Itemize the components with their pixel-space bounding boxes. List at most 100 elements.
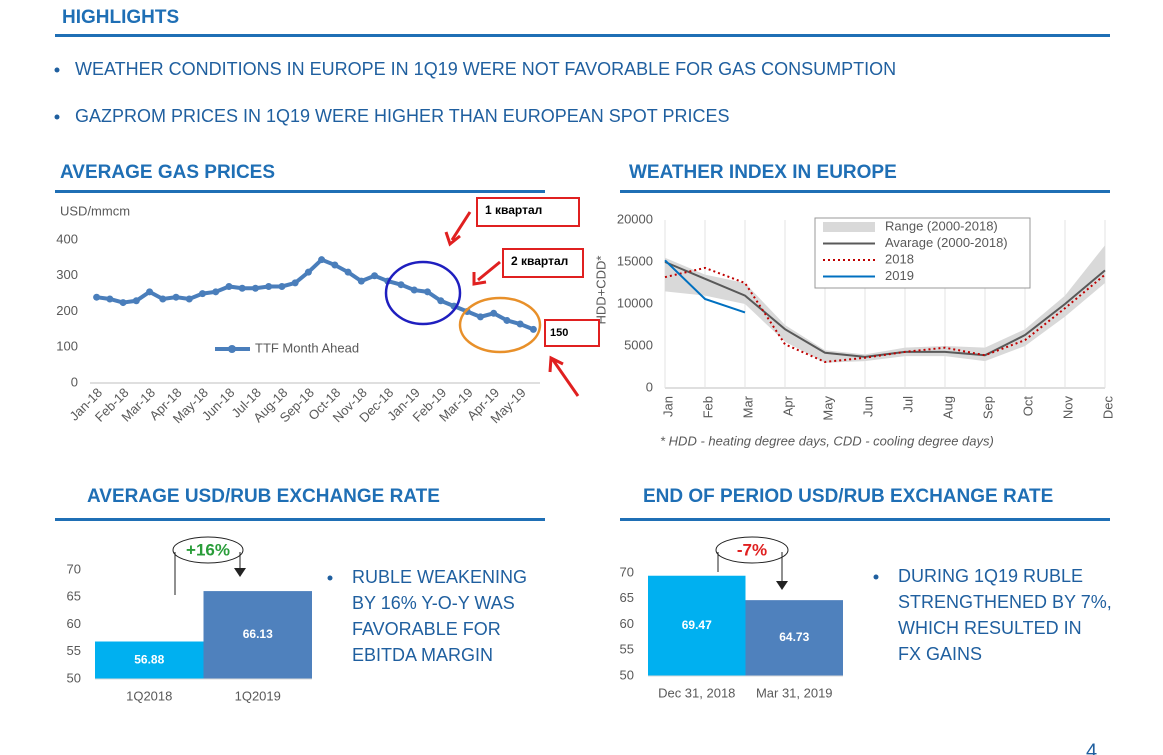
data-point [146,288,154,296]
data-point [172,293,180,301]
arrow [548,355,580,397]
highlight-circle [458,296,542,354]
data-point [132,297,140,305]
data-point [119,299,127,307]
header-rule [55,34,1110,37]
footnote: * HDD - heating degree days, CDD - cooli… [660,433,994,448]
data-point [503,316,511,324]
y-tick-label: 55 [67,643,81,658]
x-tick-label: Jan [660,396,675,417]
x-tick-label: Feb [700,396,715,418]
note-line: STRENGTHENED BY 7%, [898,592,1112,612]
bullet: GAZPROM PRICES IN 1Q19 WERE HIGHER THAN … [75,106,729,126]
y-axis-label: HDD+CDD* [593,256,608,325]
bar [648,575,746,676]
arrow [472,260,501,286]
y-tick-label: 50 [67,670,81,685]
y-tick-label: 20000 [617,211,653,226]
x-tick-label: Aug [940,396,955,419]
bullet-dot [54,114,60,120]
callout-box [476,197,580,227]
x-tick-label: 1Q2019 [235,688,281,703]
y-tick-label: 10000 [617,295,653,310]
arrowhead [776,581,788,590]
arrow [444,211,472,247]
y-tick-label: 300 [56,267,78,282]
series-line [664,259,746,314]
annotation-oval [715,536,789,564]
value-label: 69.47 [682,618,712,632]
data-point [185,295,193,303]
series-line [664,266,1106,363]
y-tick-label: 5000 [624,337,653,352]
bar [745,600,843,676]
bullet-dot [873,574,879,580]
data-point [304,268,312,276]
note-line: FX GAINS [898,644,982,664]
note-line: FAVORABLE FOR [352,619,501,639]
data-point [410,286,418,294]
y-tick-label: 65 [620,590,634,605]
y-tick-label: 60 [67,616,81,631]
data-point [344,268,352,276]
y-tick-label: 65 [67,589,81,604]
callout: 150 [550,327,568,339]
y-tick-label: 15000 [617,253,653,268]
value-label: 66.13 [243,627,273,641]
data-point [238,284,246,292]
data-point [93,293,101,301]
chart-title: WEATHER INDEX IN EUROPE [629,162,897,183]
data-point [265,282,273,290]
legend-label: Range (2000-2018) [885,218,998,233]
data-point [106,295,114,303]
highlight-circle [384,260,462,326]
data-point [357,277,365,285]
data-point [225,282,233,290]
title-rule [55,518,545,521]
x-tick-label: Apr [780,395,795,416]
data-point [291,279,299,287]
data-point [529,325,537,333]
data-point [199,290,206,298]
legend-marker [228,345,236,353]
page-number: 4 [1086,740,1097,755]
bullet-dot [327,575,333,581]
data-point [251,284,259,292]
y-tick-label: 400 [56,231,78,246]
bar [95,641,204,679]
data-point [212,288,220,296]
y-tick-label: 0 [71,374,78,389]
legend-swatch [823,222,875,232]
annotation-oval [172,536,244,564]
x-tick-label: Dec [1100,396,1115,420]
data-point [490,309,498,317]
x-tick-label: Dec 31, 2018 [658,685,735,700]
x-tick-label: 1Q2018 [126,688,172,703]
header-title: HIGHLIGHTS [62,7,179,28]
y-axis-label: USD/mmcm [60,203,130,218]
data-point [371,272,379,280]
legend-label: 2019 [885,268,914,283]
y-tick-label: 200 [56,303,78,318]
legend-label: Avarage (2000-2018) [885,235,1008,250]
legend-label: 2018 [885,251,914,266]
annotation: +16% [186,540,230,559]
x-tick-label: Jun [860,396,875,417]
series-line [96,257,535,332]
x-tick-label: Nov [1060,396,1075,420]
range-area [665,245,1105,363]
bullet: WEATHER CONDITIONS IN EUROPE IN 1Q19 WER… [75,59,896,79]
callout-box [502,248,584,278]
data-point [397,281,405,289]
data-point [278,282,286,290]
note-line: RUBLE WEAKENING [352,567,527,587]
callout: 1 квартал [485,203,542,217]
arrowhead [234,568,246,577]
legend-label: TTF Month Ahead [255,340,359,355]
bracket [717,552,783,585]
y-tick-label: 0 [646,379,653,394]
y-tick-label: 70 [67,561,81,576]
data-point [516,320,524,328]
data-point [437,297,445,305]
note-line: EBITDA MARGIN [352,645,493,665]
